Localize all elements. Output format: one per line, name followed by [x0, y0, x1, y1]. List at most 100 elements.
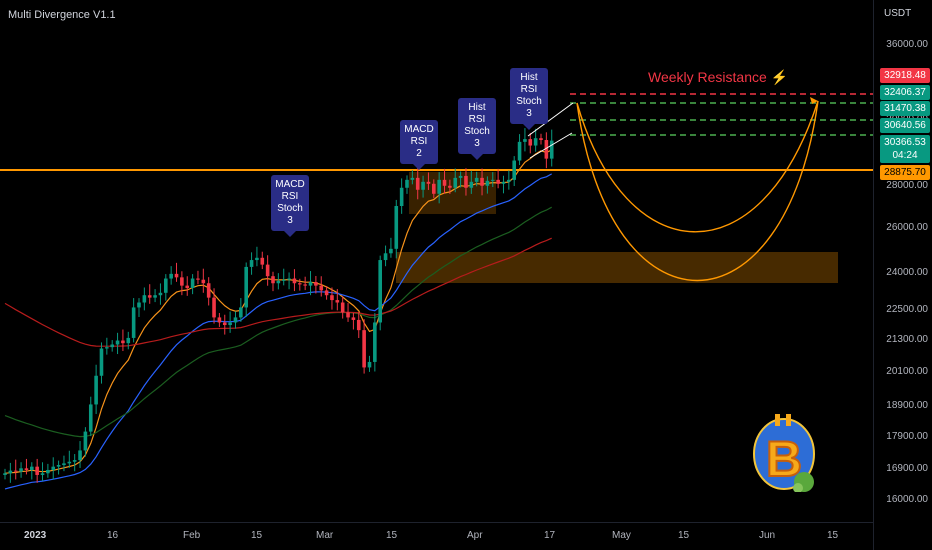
time-tick: 17 [544, 530, 556, 541]
candle-body [99, 348, 104, 376]
bar-countdown: 04:24 [892, 150, 918, 161]
candle-body [56, 465, 61, 467]
candle-body [474, 177, 479, 182]
candle-body [335, 300, 340, 303]
candle-body [292, 278, 297, 284]
candle-body [158, 292, 163, 296]
time-axis-divider [0, 522, 873, 523]
time-tick: Feb [183, 530, 201, 541]
candle-body [496, 179, 500, 184]
wedge-lower-line [529, 132, 573, 159]
candle-body [185, 285, 190, 289]
time-tick: 15 [251, 530, 263, 541]
candle-body [383, 253, 388, 261]
candle-body [115, 340, 120, 345]
candle-body [255, 257, 259, 261]
time-tick: 16 [107, 530, 119, 541]
candle-body [121, 340, 125, 344]
price-level-label: 31470.38 [880, 101, 930, 116]
price-tick: 17900.00 [886, 431, 928, 442]
time-tick: 2023 [24, 530, 47, 541]
candle-body [222, 322, 227, 326]
candle-body [405, 179, 409, 188]
candle-body [394, 206, 399, 249]
divergence-signal-label: Hist RSI Stoch 3 [458, 98, 496, 160]
divergence-signal-label: Hist RSI Stoch 3 [510, 68, 548, 130]
candle-body [523, 139, 527, 142]
candle-body [389, 248, 393, 254]
candle-body [30, 466, 34, 470]
candle-body [351, 317, 356, 320]
candle-body [507, 179, 511, 182]
projection-curve-inner [576, 100, 819, 233]
candle-body [490, 179, 495, 181]
wedge-upper-line [527, 102, 574, 137]
ema-long-line [4, 237, 552, 347]
candle-body [169, 273, 173, 279]
candle-body [399, 187, 404, 207]
candle-body [174, 273, 179, 278]
current-price-value: 30366.53 [884, 137, 926, 148]
candle-body [533, 138, 538, 146]
signal-text: 2 [416, 148, 422, 159]
candle-body [110, 344, 114, 348]
candle-body [78, 450, 82, 461]
candle-body [314, 282, 318, 286]
signal-text: Stoch [516, 96, 542, 107]
weekly-resistance-label: Weekly Resistance ⚡ [648, 69, 789, 85]
candle-body [94, 375, 98, 405]
time-tick: 15 [386, 530, 398, 541]
price-tick: 21300.00 [886, 334, 928, 345]
candle-body [83, 431, 88, 451]
bitcoin-logo: B [753, 414, 815, 492]
candle-body [378, 260, 382, 323]
candle-body [228, 322, 232, 326]
ema-mid-line [4, 173, 552, 490]
candle-body [324, 290, 329, 296]
candle-body [201, 279, 206, 284]
price-tick: 16900.00 [886, 463, 928, 474]
candle-body [3, 473, 7, 475]
signal-text: RSI [281, 191, 299, 202]
candle-body [512, 160, 516, 180]
signal-text: MACD [404, 124, 434, 135]
time-tick: Jun [759, 530, 776, 541]
projection-curve-outer [576, 100, 819, 282]
zones-layer [396, 172, 838, 283]
candle-body [480, 177, 484, 186]
candle-body [153, 295, 157, 298]
divergence-signal-label: MACD RSI Stoch 3 [271, 175, 309, 237]
price-tick: 36000.00 [886, 39, 928, 50]
ema-slow-line [4, 206, 552, 438]
candle-body [206, 283, 211, 298]
signal-text: Hist [468, 102, 486, 113]
price-level-label: 32918.48 [880, 68, 930, 83]
candle-body [244, 266, 248, 308]
currency-label: USDT [884, 8, 912, 19]
candle-body [276, 280, 281, 284]
candle-body [137, 302, 141, 308]
candle-body [51, 466, 56, 470]
price-tick: 16000.00 [886, 494, 928, 505]
signal-text: 3 [474, 138, 480, 149]
candle-body [453, 177, 458, 188]
price-tick: 26000.00 [886, 222, 928, 233]
current-price-label: 30366.53 04:24 [880, 135, 930, 163]
signal-text: RSI [468, 114, 486, 125]
candle-body [319, 285, 324, 291]
candle-body [544, 140, 549, 159]
price-tick: 18900.00 [886, 400, 928, 411]
candle-body [233, 317, 238, 323]
candle-body [88, 404, 93, 432]
signal-text: RSI [410, 136, 428, 147]
candle-body [501, 181, 506, 184]
demand-zone [396, 252, 838, 283]
candle-body [62, 463, 66, 466]
candle-body [469, 181, 474, 188]
candle-body [260, 257, 265, 265]
candle-body [265, 264, 270, 277]
candle-body [281, 279, 286, 281]
candle-body [421, 181, 425, 190]
candle-body [19, 468, 23, 472]
